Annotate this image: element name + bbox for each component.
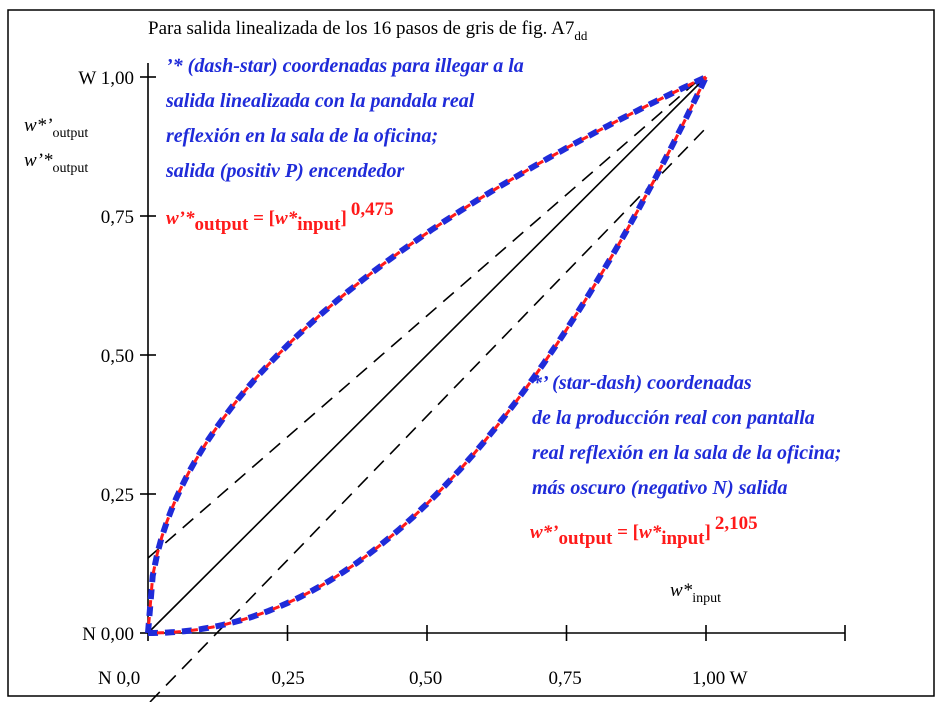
x-tick-label: 0,50 xyxy=(409,668,442,689)
lower-dashed-line xyxy=(149,127,707,702)
lower-annotation-line-4: más oscuro (negativo N) salida xyxy=(532,477,788,499)
x-tick-label: 0,25 xyxy=(272,668,305,689)
x-tick-label: 0,75 xyxy=(549,668,582,689)
x-tick-label: 1,00 W xyxy=(692,668,748,689)
x-tick-label: N 0,0 xyxy=(98,668,140,689)
identity-line xyxy=(147,76,707,634)
lower-formula: w*’output = [w*input] 2,105 xyxy=(530,513,758,549)
upper-dashed-line xyxy=(147,76,703,559)
chart-title: Para salida linealizada de los 16 pasos … xyxy=(148,18,588,43)
ylabel-line-2: w’*output xyxy=(24,150,88,176)
curve-0.475-blue xyxy=(145,74,708,634)
y-tick-label: N 0,00 xyxy=(82,624,134,645)
y-tick-label: W 1,00 xyxy=(78,68,134,89)
upper-annotation-line-2: salida linealizada con la pandala real xyxy=(165,90,475,112)
curve-0.475-red xyxy=(146,75,707,634)
y-tick-label: 0,75 xyxy=(101,207,134,228)
y-tick-label: 0,25 xyxy=(101,485,134,506)
curve-2.105-red xyxy=(148,76,708,635)
lower-annotation-line-2: de la producción real con pantalla xyxy=(532,407,815,429)
ylabel-line-1: w*’output xyxy=(24,115,88,141)
upper-annotation-line-1: ’* (dash-star) coordenadas para illegar … xyxy=(166,55,524,77)
upper-annotation-line-4: salida (positiv P) encendedor xyxy=(165,160,405,182)
xlabel: w*input xyxy=(670,580,721,606)
upper-formula: w’*output = [w*input] 0,475 xyxy=(166,199,394,235)
lower-annotation-line-1: *’ (star-dash) coordenadas xyxy=(532,372,752,394)
y-tick-label: 0,50 xyxy=(101,346,134,367)
lower-annotation-line-3: real reflexión en la sala de la oficina; xyxy=(532,442,841,464)
upper-annotation-line-3: reflexión en la sala de la oficina; xyxy=(166,125,438,147)
chart-border xyxy=(7,9,935,697)
plot-area: N 0,0 0,25 0,50 0,75 1,00 W N 0,00 0,25 0,50 0,7… xyxy=(78,63,846,702)
